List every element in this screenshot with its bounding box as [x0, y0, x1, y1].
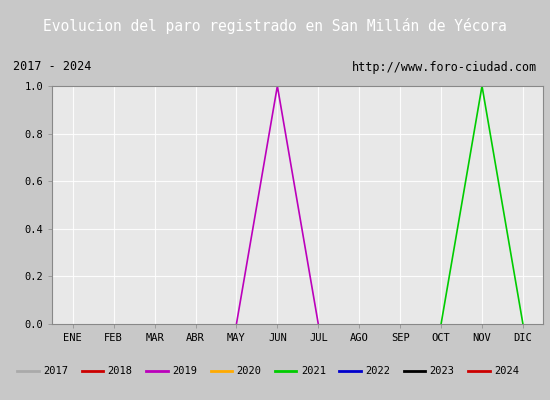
Text: 2017 - 2024: 2017 - 2024: [13, 60, 91, 74]
Text: 2022: 2022: [365, 366, 390, 376]
Text: 2018: 2018: [107, 366, 133, 376]
Text: Evolucion del paro registrado en San Millán de Yécora: Evolucion del paro registrado en San Mil…: [43, 18, 507, 34]
Text: 2020: 2020: [236, 366, 261, 376]
Text: 2021: 2021: [301, 366, 326, 376]
Text: 2019: 2019: [172, 366, 197, 376]
Text: 2017: 2017: [43, 366, 68, 376]
Text: 2023: 2023: [430, 366, 455, 376]
Text: 2024: 2024: [494, 366, 519, 376]
Text: http://www.foro-ciudad.com: http://www.foro-ciudad.com: [351, 60, 537, 74]
